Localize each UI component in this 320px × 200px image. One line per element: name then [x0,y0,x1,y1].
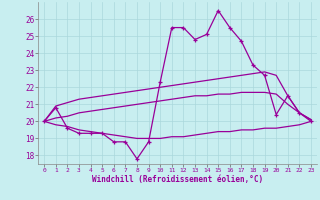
X-axis label: Windchill (Refroidissement éolien,°C): Windchill (Refroidissement éolien,°C) [92,175,263,184]
